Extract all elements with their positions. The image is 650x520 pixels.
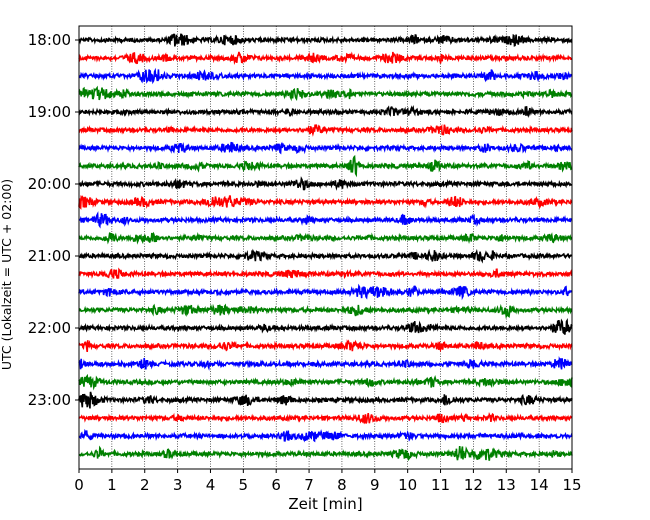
x-tick-label: 4 (206, 476, 216, 494)
trace-1915 (78, 123, 573, 137)
trace-2115 (78, 267, 573, 280)
trace-2300 (78, 391, 573, 409)
x-tick-label: 14 (530, 476, 549, 494)
x-tick-label: 1 (107, 476, 117, 494)
y-tick-label: 20:00 (28, 175, 71, 193)
trace-1845 (78, 85, 573, 102)
trace-1815 (78, 51, 573, 66)
trace-1830 (78, 67, 573, 85)
x-tick-label: 0 (74, 476, 84, 494)
y-tick-label: 18:00 (28, 31, 71, 49)
trace-1930 (78, 141, 573, 155)
trace-2100 (78, 248, 573, 264)
x-tick-label: 2 (140, 476, 150, 494)
y-tick-label: 21:00 (28, 247, 71, 265)
x-tick-label: 8 (337, 476, 347, 494)
trace-2015 (78, 194, 573, 210)
y-axis-label: UTC (Lokalzeit = UTC + 02:00) (0, 179, 14, 370)
x-tick-label: 5 (239, 476, 249, 494)
trace-2045 (78, 231, 573, 245)
trace-2130 (78, 283, 573, 301)
x-tick-label: 13 (497, 476, 516, 494)
x-tick-label: 6 (271, 476, 281, 494)
trace-2345 (78, 445, 573, 462)
x-tick-label: 12 (464, 476, 483, 494)
trace-1900 (78, 105, 573, 119)
plot-frame (78, 25, 573, 470)
trace-2030 (78, 211, 573, 229)
y-tick-label: 19:00 (28, 103, 71, 121)
y-tick-label: 23:00 (28, 391, 71, 409)
x-axis-label: Zeit [min] (288, 495, 362, 513)
y-tick-label: 22:00 (28, 319, 71, 337)
trace-2200 (78, 317, 573, 335)
trace-2330 (78, 428, 573, 443)
trace-2315 (78, 411, 573, 425)
trace-group (78, 33, 573, 462)
x-tick-label: 10 (398, 476, 417, 494)
trace-2230 (78, 356, 573, 371)
trace-2215 (78, 339, 573, 353)
trace-1800 (78, 33, 573, 47)
trace-2245 (78, 373, 573, 391)
x-tick-label: 11 (431, 476, 450, 494)
trace-1945 (78, 154, 573, 178)
y-axis: 18:00 19:00 20:00 21:00 22:00 23:00 (28, 31, 79, 409)
x-tick-label: 3 (173, 476, 183, 494)
x-tick-label: 9 (370, 476, 380, 494)
trace-2145 (78, 303, 573, 319)
trace-2000 (78, 176, 573, 191)
x-axis: 0 1 2 3 4 5 6 7 8 9 10 11 12 13 14 15 (74, 469, 582, 494)
x-tick-label: 15 (562, 476, 581, 494)
x-tick-label: 7 (304, 476, 314, 494)
